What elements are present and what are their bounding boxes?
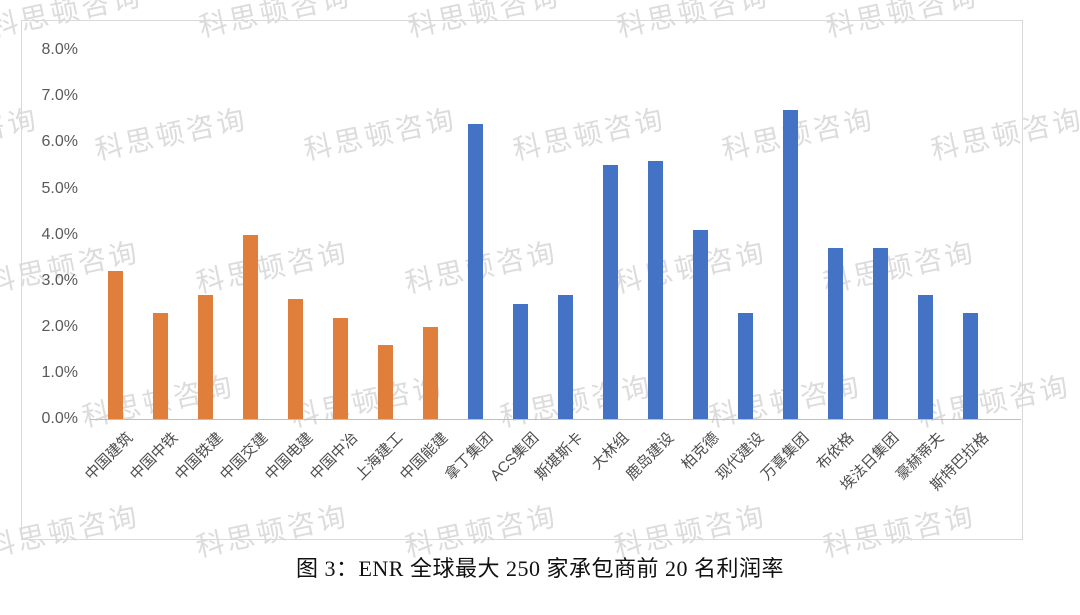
chart-bar [512, 303, 528, 419]
chart-bar [107, 271, 123, 419]
chart-bar [783, 110, 799, 419]
chart-plot-border [21, 20, 1023, 540]
chart-bar [558, 294, 573, 419]
chart-bar [467, 123, 483, 419]
chart-bar [197, 294, 213, 419]
y-axis-tick-label: 2.0% [41, 317, 78, 335]
chart-bar [422, 326, 438, 419]
y-axis-tick-label: 0.0% [41, 410, 78, 427]
chart-bar [648, 160, 664, 419]
chart-bar [287, 299, 303, 419]
y-axis-tick-label: 6.0% [41, 133, 78, 151]
y-axis-tick-label: 4.0% [41, 225, 78, 243]
y-axis-tick-label: 5.0% [41, 179, 78, 197]
y-axis-tick-label: 7.0% [41, 87, 78, 105]
chart-bar [603, 165, 619, 419]
y-axis-tick-label: 8.0% [41, 41, 78, 59]
x-axis-line [90, 419, 1021, 420]
chart-bar [918, 294, 934, 419]
chart-bar [738, 312, 754, 419]
chart-bar [152, 312, 168, 419]
y-axis-tick-label: 1.0% [41, 363, 78, 381]
chart-bar [963, 312, 979, 419]
y-axis-tick-label: 3.0% [41, 271, 78, 289]
chart-caption: 图 3：ENR 全球最大 250 家承包商前 20 名利润率 [295, 556, 784, 581]
chart-bar [828, 248, 844, 419]
chart-bar [377, 345, 393, 419]
chart-bar [693, 229, 709, 419]
chart-bar [242, 234, 258, 419]
chart-bar [332, 317, 348, 419]
chart-bar [873, 248, 889, 419]
